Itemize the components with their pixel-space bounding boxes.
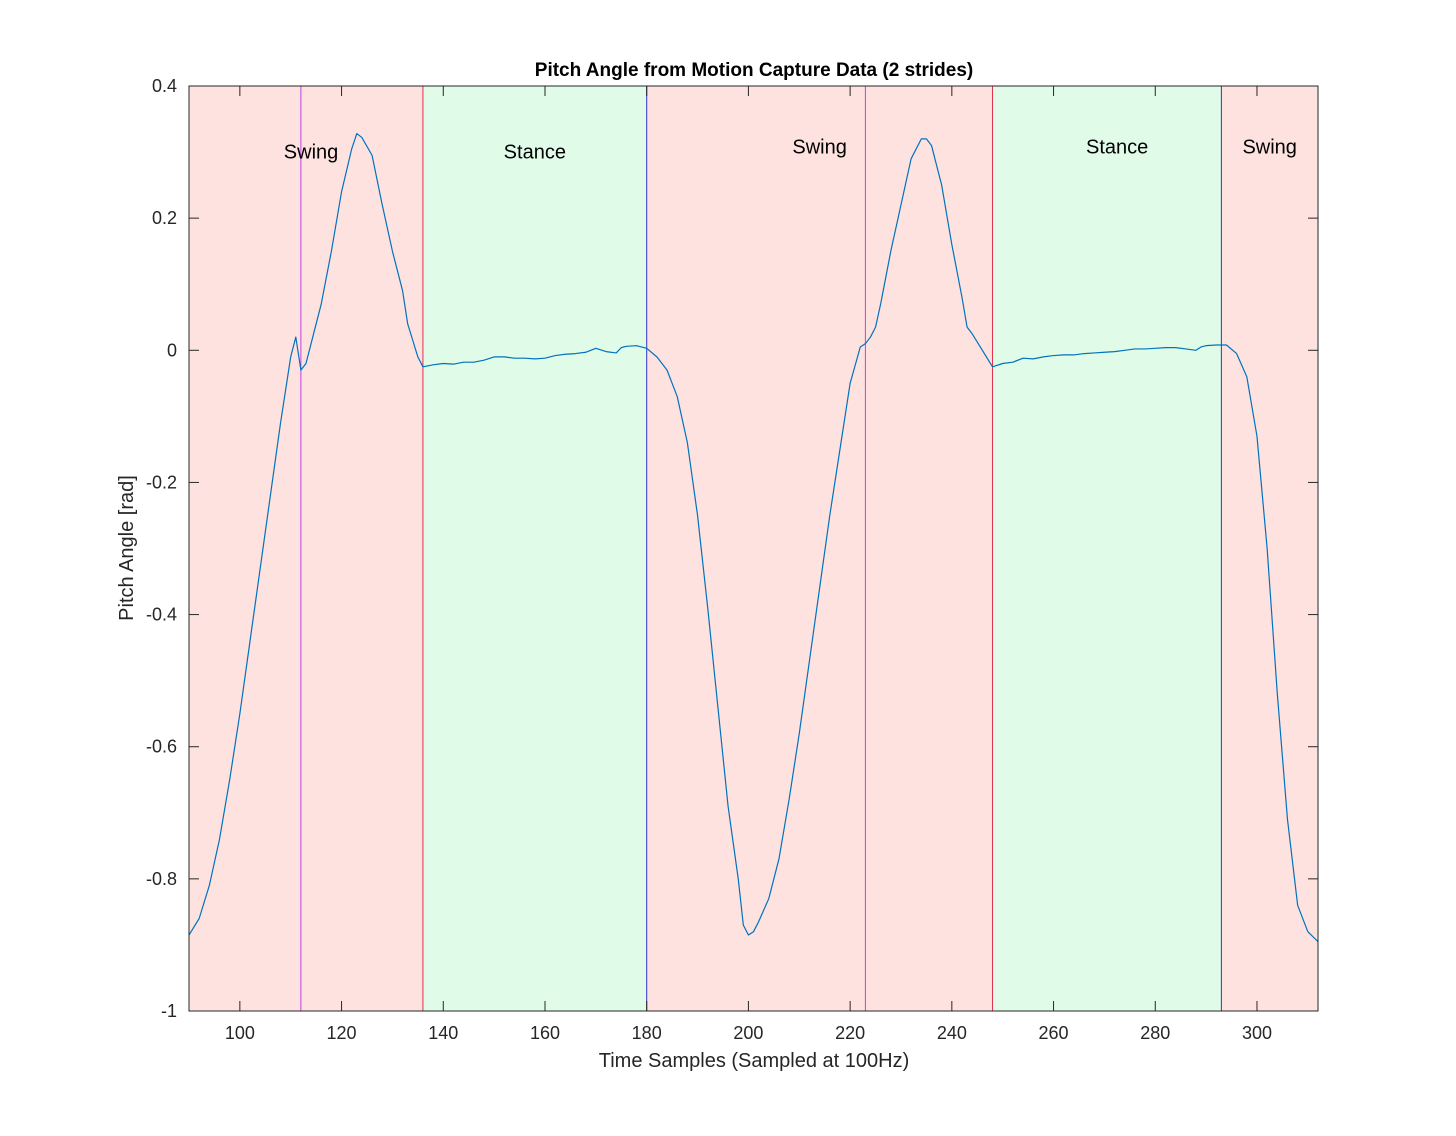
stance-region-4: [992, 86, 1222, 1011]
phase-label-5: Swing: [1242, 136, 1296, 158]
phase-label-3: Swing: [792, 136, 846, 158]
x-tick-label: 100: [225, 1023, 255, 1043]
event-lines: [300, 86, 1222, 1011]
y-tick-label: -0.2: [146, 472, 177, 492]
axes-box: [188, 85, 1319, 1012]
axes: 100 120 140 160 180 200 220 240 260 280 300 -1 -0.8 -…: [146, 76, 1319, 1043]
x-tick-label: 240: [937, 1023, 967, 1043]
phase-label-4: Stance: [1086, 136, 1148, 158]
phase-label-2: Stance: [504, 142, 566, 164]
phase-label-1: Swing: [284, 142, 338, 164]
y-tick-label: 0.4: [152, 76, 177, 96]
x-tick-label: 180: [632, 1023, 662, 1043]
swing-region-3: [646, 86, 993, 1011]
y-tick-label: 0: [167, 340, 177, 360]
y-tick-label: -0.8: [146, 869, 177, 889]
x-tick-label: 120: [327, 1023, 357, 1043]
chart-title: Pitch Angle from Motion Capture Data (2 …: [535, 60, 973, 81]
series-layer: [188, 132, 1319, 943]
y-tick-label: -0.6: [146, 737, 177, 757]
y-tick-label: 0.2: [152, 208, 177, 228]
y-axis-title: Pitch Angle [rad]: [116, 475, 138, 621]
x-tick-label: 200: [733, 1023, 763, 1043]
x-tick-label: 300: [1242, 1023, 1272, 1043]
series-line-1: [188, 132, 1319, 943]
x-tick-label: 140: [428, 1023, 458, 1043]
swing-region-1: [189, 86, 423, 1011]
phase-regions: [189, 86, 1318, 1011]
x-tick-label: 160: [530, 1023, 560, 1043]
x-tick-label: 220: [835, 1023, 865, 1043]
stance-region-2: [422, 86, 647, 1011]
swing-region-5: [1221, 86, 1318, 1011]
x-tick-label: 280: [1140, 1023, 1170, 1043]
y-tick-label: -0.4: [146, 605, 177, 625]
phase-labels: Swing Stance Swing Stance Swing: [284, 136, 1297, 163]
y-tick-label: -1: [161, 1001, 177, 1021]
x-axis-title: Time Samples (Sampled at 100Hz): [599, 1050, 910, 1072]
x-tick-label: 260: [1039, 1023, 1069, 1043]
